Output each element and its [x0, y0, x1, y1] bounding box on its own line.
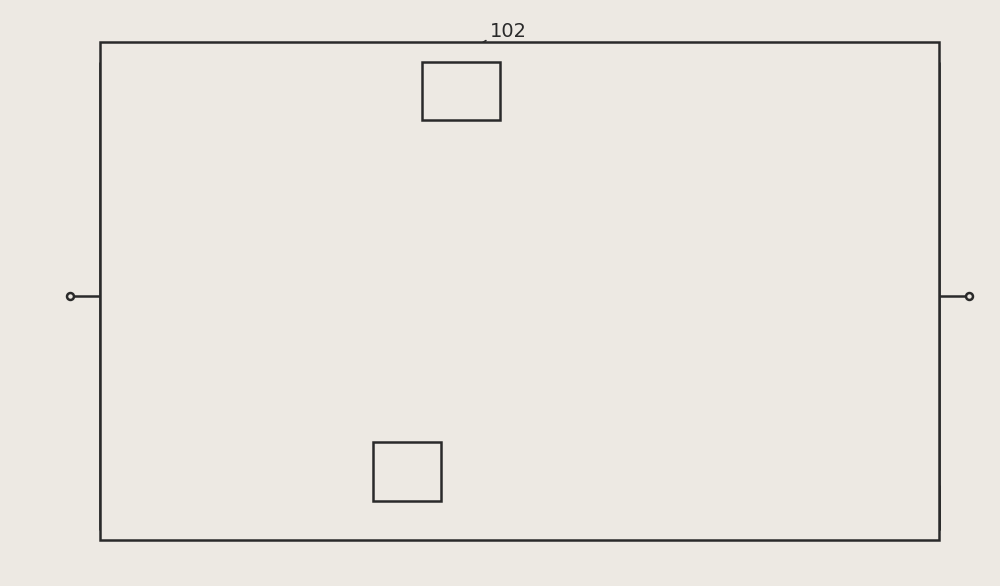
Bar	[373, 442, 441, 501]
Bar	[422, 62, 500, 120]
Text: 202: 202	[363, 520, 400, 539]
Text: ........: ........	[429, 233, 458, 243]
Text: 102: 102	[490, 22, 527, 41]
Text: ........: ........	[429, 398, 458, 408]
Text: 203: 203	[537, 441, 574, 460]
Bar	[100, 42, 939, 540]
Text: ........: ........	[429, 145, 458, 155]
Text: ........: ........	[429, 311, 458, 321]
